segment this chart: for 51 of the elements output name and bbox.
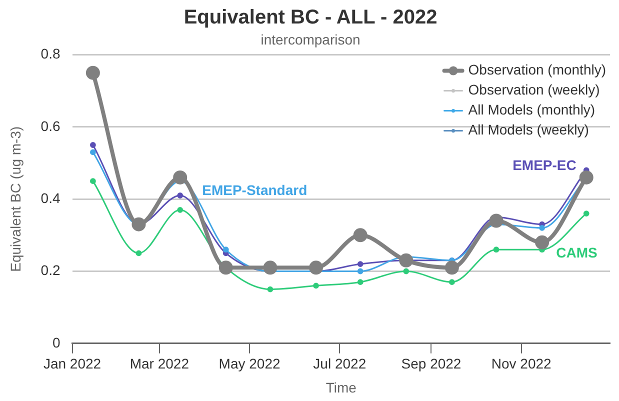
x-tick-label: Sep 2022: [401, 356, 462, 372]
point: [132, 217, 146, 232]
x-tick-label: Jan 2022: [43, 356, 102, 372]
y-tick-label: 0: [52, 334, 60, 350]
y-axis-title: Equivalent BC (ug m-3): [7, 126, 24, 272]
point: [583, 210, 590, 216]
point: [579, 170, 594, 184]
point: [493, 246, 500, 253]
x-tick-label: May 2022: [218, 356, 280, 372]
point: [357, 261, 364, 267]
y-tick-label: 0.6: [40, 118, 60, 134]
legend-label: All Models (monthly): [468, 102, 596, 118]
point: [136, 250, 142, 256]
point: [353, 228, 368, 242]
x-tick-label: Jul 2022: [313, 356, 366, 372]
point: [267, 286, 274, 292]
series-label: EMEP-EC: [512, 157, 576, 174]
y-tick-label: 0.2: [40, 262, 60, 278]
point: [90, 142, 96, 148]
x-tick-label: Nov 2022: [491, 356, 552, 372]
x-axis-title: Time: [326, 379, 357, 396]
point: [539, 225, 545, 231]
point: [489, 214, 504, 228]
point: [218, 260, 233, 275]
point: [90, 178, 96, 184]
point: [309, 260, 324, 275]
y-tick-label: 0.4: [40, 190, 60, 206]
point: [263, 260, 278, 275]
legend-label: Observation (monthly): [468, 62, 606, 78]
point: [177, 192, 184, 198]
legend-label: Observation (weekly): [468, 82, 600, 98]
point: [222, 246, 229, 253]
point: [444, 260, 459, 275]
point: [399, 253, 414, 268]
legend-label: All Models (weekly): [468, 122, 589, 138]
chart-subtitle: intercomparison: [260, 31, 360, 48]
point: [357, 268, 364, 274]
point: [448, 279, 455, 286]
point: [177, 206, 184, 213]
series-label: CAMS: [556, 244, 598, 260]
x-tick-label: Mar 2022: [130, 356, 190, 372]
point: [313, 282, 319, 289]
point: [173, 170, 188, 184]
point: [535, 235, 550, 250]
chart-title: Equivalent BC - ALL - 2022: [184, 6, 438, 29]
point: [403, 268, 410, 274]
point: [357, 279, 364, 286]
series-label: EMEP-Standard: [202, 182, 308, 198]
point: [86, 66, 100, 80]
y-tick-label: 0.8: [40, 46, 60, 62]
point: [90, 149, 96, 156]
